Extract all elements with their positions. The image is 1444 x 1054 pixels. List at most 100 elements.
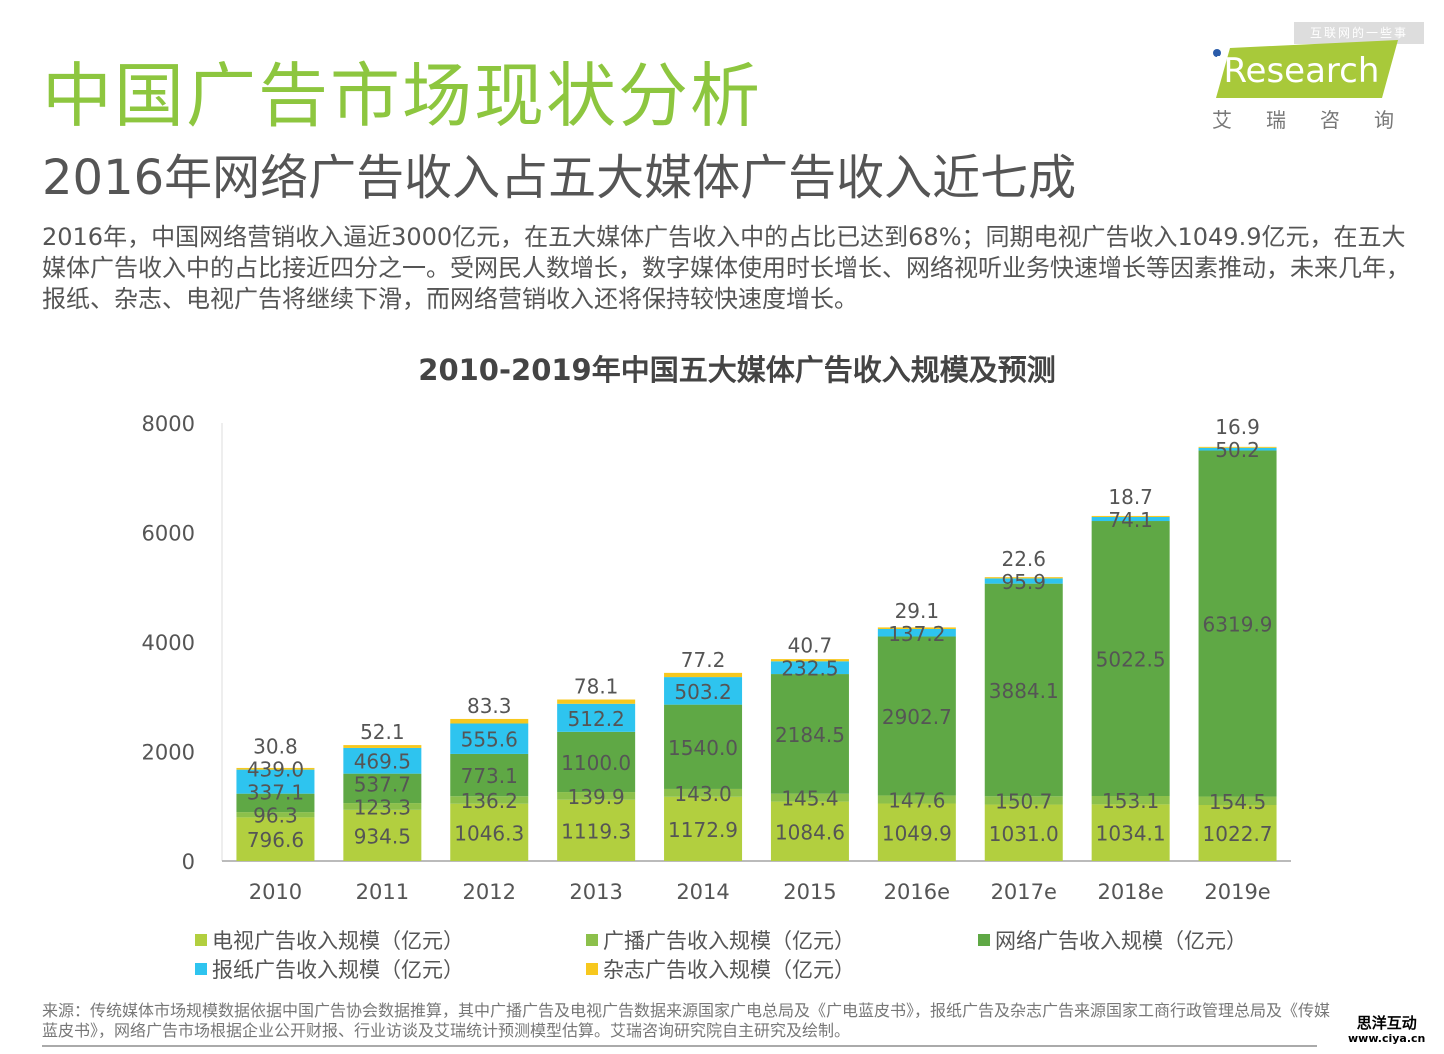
watermark-url: www.ciya.cn <box>1348 1032 1426 1045</box>
chart-title: 2010-2019年中国五大媒体广告收入规模及预测 <box>418 353 1056 387</box>
bar-segment <box>557 731 636 793</box>
data-label: 2184.5 <box>775 723 845 747</box>
bar-segment <box>770 793 849 802</box>
watermark-text: 思洋互动 <box>1356 1014 1417 1032</box>
data-label: 5022.5 <box>1096 648 1166 672</box>
data-label: 30.8 <box>253 735 298 759</box>
bar-segment <box>984 577 1063 579</box>
data-label: 18.7 <box>1108 485 1153 509</box>
data-label: 16.9 <box>1215 415 1260 439</box>
legend-swatch <box>586 963 598 975</box>
data-label: 232.5 <box>781 657 838 681</box>
x-tick-label: 2018e <box>1097 880 1163 904</box>
bar-segment <box>1198 805 1277 861</box>
data-label: 773.1 <box>461 764 518 788</box>
data-label: 1049.9 <box>882 821 952 845</box>
data-label: 1100.0 <box>561 751 631 775</box>
legend-item: 报纸广告收入规模（亿元） <box>195 954 464 984</box>
data-label: 537.7 <box>354 772 411 796</box>
data-label: 147.6 <box>888 788 945 812</box>
bar-segment <box>664 788 743 797</box>
data-label: 50.2 <box>1215 438 1260 462</box>
bar-segment <box>877 795 956 804</box>
data-label: 123.3 <box>354 795 411 819</box>
x-tick-label: 2015 <box>783 880 836 904</box>
data-label: 934.5 <box>354 824 411 848</box>
data-label: 136.2 <box>461 789 518 813</box>
data-label: 1119.3 <box>561 819 631 843</box>
data-label: 512.2 <box>568 707 625 731</box>
bar-segment <box>557 703 636 732</box>
bar-segment <box>1091 515 1170 517</box>
legend-swatch <box>978 934 990 946</box>
page-title: 中国广告市场现状分析 <box>42 55 762 137</box>
data-label: 1046.3 <box>454 821 524 845</box>
bar-segment <box>770 801 849 861</box>
bar-segment <box>343 747 422 774</box>
data-label: 439.0 <box>247 758 304 782</box>
bar-segment <box>664 672 743 678</box>
x-tick-label: 2017e <box>991 880 1057 904</box>
legend-label: 电视广告收入规模（亿元） <box>212 929 464 953</box>
data-label: 143.0 <box>674 782 731 806</box>
bar-segment <box>770 674 849 794</box>
data-label: 2902.7 <box>882 705 952 729</box>
legend-swatch <box>195 934 207 946</box>
data-label: 95.9 <box>1001 570 1046 594</box>
data-label: 153.1 <box>1102 789 1159 813</box>
legend-label: 网络广告收入规模（亿元） <box>995 929 1247 953</box>
bar-segment <box>984 804 1063 861</box>
bar-segment <box>343 809 422 861</box>
data-label: 77.2 <box>681 648 726 672</box>
bar-segment <box>770 661 849 675</box>
data-label: 503.2 <box>674 680 731 704</box>
data-label: 1540.0 <box>668 736 738 760</box>
bar-segment <box>450 723 529 754</box>
bar-segment <box>557 799 636 861</box>
x-tick-label: 2010 <box>249 880 302 904</box>
data-label: 150.7 <box>995 789 1052 813</box>
legend-label: 报纸广告收入规模（亿元） <box>212 958 464 982</box>
bar-segment <box>557 792 636 800</box>
bar-segment <box>1091 516 1170 522</box>
bar-segment <box>770 659 849 662</box>
x-tick-label: 2019e <box>1204 880 1270 904</box>
logo-cn: 艾瑞咨询 <box>1212 108 1428 132</box>
bar-segment <box>236 767 315 770</box>
legend-swatch <box>195 963 207 975</box>
bar-segment <box>450 796 529 804</box>
data-label: 78.1 <box>574 675 619 699</box>
x-tick-label: 2013 <box>569 880 622 904</box>
bar-segment <box>236 769 315 794</box>
bar-segment <box>877 803 956 861</box>
source-note: 来源：传统媒体市场规模数据依据中国广告协会数据推算，其中广播广告及电视广告数据来… <box>42 1001 1331 1040</box>
bar-segment <box>450 803 529 861</box>
y-tick-label: 8000 <box>142 412 195 436</box>
data-label: 337.1 <box>247 781 304 805</box>
description: 2016年，中国网络营销收入逼近3000亿元，在五大媒体广告收入中的占比已达到6… <box>42 223 1410 313</box>
bar-segment <box>877 636 956 796</box>
x-tick-label: 2012 <box>463 880 516 904</box>
data-label: 145.4 <box>781 787 838 811</box>
legend-item: 网络广告收入规模（亿元） <box>978 925 1247 955</box>
y-tick-label: 0 <box>182 850 195 874</box>
data-label: 555.6 <box>461 728 518 752</box>
data-label: 1034.1 <box>1096 822 1166 846</box>
legend-item: 广播广告收入规模（亿元） <box>586 925 855 955</box>
bar-segment <box>1091 804 1170 861</box>
data-label: 29.1 <box>895 599 940 623</box>
data-label: 1084.6 <box>775 820 845 844</box>
page-subtitle: 2016年网络广告收入占五大媒体广告收入近七成 <box>42 150 1077 206</box>
y-tick-label: 6000 <box>142 522 195 546</box>
bar-segment <box>1198 450 1277 797</box>
bar-segment <box>877 627 956 630</box>
bar-segment <box>343 803 422 810</box>
bar-segment <box>236 812 315 818</box>
data-label: 96.3 <box>253 804 298 828</box>
bar-segment <box>343 773 422 804</box>
logo-text: iResearch <box>1214 51 1379 91</box>
bar-segment <box>664 796 743 861</box>
bar-segment <box>450 718 529 724</box>
bar-segment <box>664 677 743 705</box>
data-label: 3884.1 <box>989 679 1059 703</box>
